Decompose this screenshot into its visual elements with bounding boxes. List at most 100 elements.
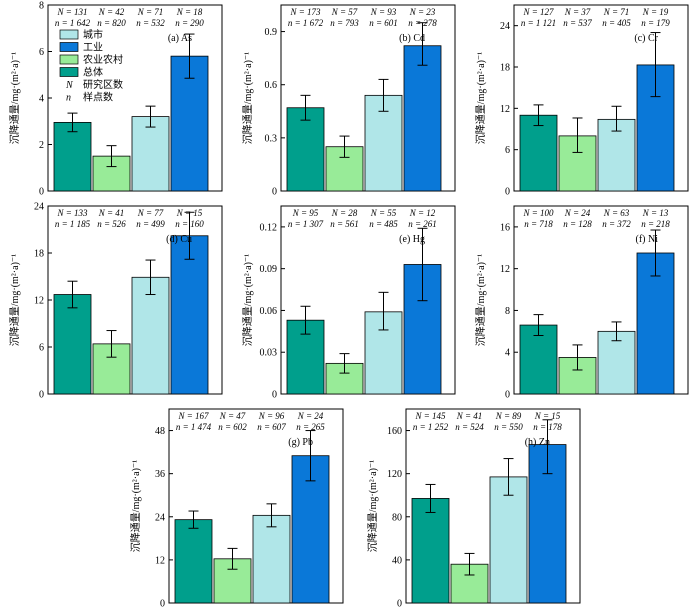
bar-3	[636, 252, 675, 395]
bar-1	[92, 155, 131, 192]
y-tick-label: 36	[155, 469, 165, 480]
panel-title: (f) Ni	[636, 234, 659, 245]
y-axis-label: 沉降通量/mg·(m²·a)⁻¹	[366, 460, 379, 552]
N-label-3: N = 24	[297, 411, 324, 421]
y-tick-label: 0.06	[260, 306, 278, 317]
y-tick-label: 0.09	[260, 264, 278, 275]
legend-swatch-1	[59, 42, 79, 52]
y-tick-label: 24	[155, 512, 165, 523]
bar-0	[53, 122, 92, 192]
y-axis-label: 沉降通量/mg·(m²·a)⁻¹	[474, 254, 487, 346]
panel-title: (d) Cu	[166, 234, 192, 245]
n-label-0: n = 1 185	[55, 219, 91, 229]
y-axis-label: 沉降通量/mg·(m²·a)⁻¹	[129, 460, 142, 552]
legend-label-1: 工业	[83, 42, 103, 54]
n-label-0: n = 1 121	[521, 18, 556, 28]
legend-label-2: 农业农村	[83, 53, 123, 66]
bar-2	[131, 276, 170, 395]
n-label-2: n = 550	[494, 422, 523, 432]
n-label-2: n = 405	[602, 18, 631, 28]
N-label-0: N = 100	[522, 208, 554, 218]
bar-0	[286, 107, 325, 192]
y-tick-label: 0	[505, 390, 510, 401]
n-label-0: n = 718	[524, 219, 553, 229]
legend-n-desc: 样点数	[83, 91, 113, 104]
N-label-3: N = 18	[176, 7, 203, 17]
N-label-1: N = 41	[456, 411, 483, 421]
y-tick-label: 8	[505, 306, 510, 317]
N-label-0: N = 127	[522, 7, 554, 17]
N-label-3: N = 15	[534, 411, 561, 421]
bar-0	[53, 294, 92, 395]
n-label-2: n = 601	[369, 18, 398, 28]
y-axis-label: 沉降通量/mg·(m²·a)⁻¹	[8, 52, 21, 144]
n-label-1: n = 561	[330, 219, 359, 229]
N-label-2: N = 63	[603, 208, 630, 218]
n-label-1: n = 793	[330, 18, 359, 28]
y-tick-label: 18	[500, 63, 510, 74]
bar-3	[170, 235, 209, 395]
y-tick-label: 48	[155, 426, 165, 437]
y-tick-label: 0	[160, 599, 165, 608]
y-tick-label: 4	[505, 348, 510, 359]
N-label-3: N = 13	[642, 208, 669, 218]
N-label-3: N = 19	[642, 7, 669, 17]
n-label-0: n = 1 307	[288, 219, 324, 229]
bar-2	[489, 476, 528, 604]
n-label-0: n = 1 672	[288, 18, 324, 28]
bar-2	[597, 330, 636, 395]
N-label-0: N = 133	[56, 208, 88, 218]
y-tick-label: 0	[397, 599, 402, 608]
N-label-1: N = 57	[331, 7, 358, 17]
N-label-2: N = 96	[258, 411, 285, 421]
legend-label-0: 城市	[83, 28, 103, 41]
N-label-0: N = 167	[177, 411, 209, 421]
N-label-2: N = 71	[603, 7, 630, 17]
panel-title: (a) As	[168, 33, 192, 44]
N-label-3: N = 12	[409, 208, 436, 218]
y-tick-label: 8	[39, 1, 44, 12]
N-label-2: N = 89	[495, 411, 522, 421]
y-tick-label: 120	[387, 469, 402, 480]
n-label-0: n = 1 252	[413, 422, 449, 432]
legend-swatch-0	[59, 29, 79, 40]
N-label-1: N = 28	[331, 208, 358, 218]
n-label-1: n = 524	[455, 422, 484, 432]
n-label-3: n = 178	[533, 422, 562, 432]
bar-2	[252, 514, 291, 604]
n-label-3: n = 160	[175, 219, 204, 229]
y-tick-label: 16	[500, 222, 510, 233]
y-tick-label: 0.03	[260, 348, 278, 359]
panel-title: (b) Cd	[399, 33, 425, 44]
n-label-1: n = 128	[563, 219, 592, 229]
panel-title: (g) Pb	[288, 437, 313, 448]
n-label-2: n = 499	[136, 219, 165, 229]
n-label-1: n = 602	[218, 422, 247, 432]
y-axis-label: 沉降通量/mg·(m²·a)⁻¹	[241, 52, 254, 144]
y-tick-label: 12	[155, 555, 165, 566]
n-label-3: n = 278	[408, 18, 437, 28]
y-tick-label: 24	[34, 202, 44, 213]
n-label-2: n = 372	[602, 219, 631, 229]
panel-title: (h) Zn	[525, 437, 550, 448]
legend-N-desc: 研究区数	[83, 78, 123, 91]
y-tick-label: 0	[39, 390, 44, 401]
y-tick-label: 12	[34, 296, 44, 307]
y-tick-label: 0.12	[260, 222, 278, 233]
N-label-1: N = 41	[98, 208, 125, 218]
y-tick-label: 0	[272, 390, 277, 401]
n-label-2: n = 607	[257, 422, 286, 432]
y-tick-label: 160	[387, 426, 402, 437]
y-tick-label: 6	[39, 343, 44, 354]
y-tick-label: 6	[39, 47, 44, 58]
y-tick-label: 12	[500, 264, 510, 275]
legend-n-symbol: n	[66, 93, 71, 104]
y-axis-label: 沉降通量/mg·(m²·a)⁻¹	[8, 254, 21, 346]
